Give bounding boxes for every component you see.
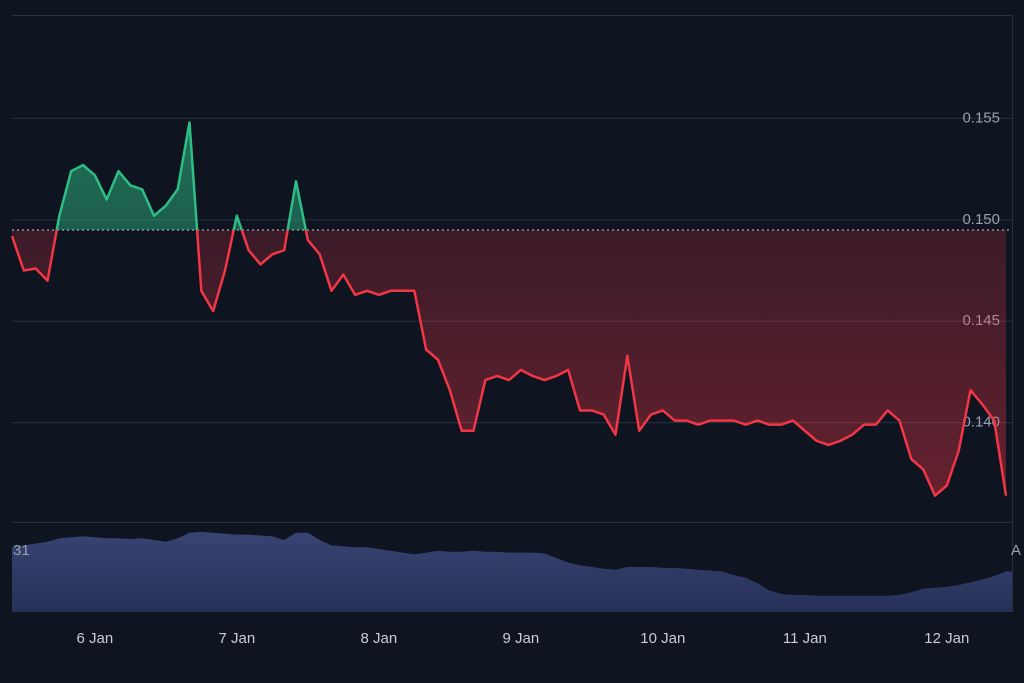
volume-label: A xyxy=(1011,542,1021,559)
y-tick-label: 0.155 xyxy=(962,109,1000,126)
volume-label: 31 xyxy=(13,542,30,559)
x-tick-label: 7 Jan xyxy=(218,630,255,647)
x-tick-label: 12 Jan xyxy=(924,630,969,647)
area-down xyxy=(12,229,1006,496)
x-tick-label: 11 Jan xyxy=(783,630,827,647)
x-tick-label: 10 Jan xyxy=(640,630,685,647)
line-down xyxy=(10,229,1008,497)
volume-area xyxy=(12,531,1012,612)
x-tick-label: 6 Jan xyxy=(76,630,113,647)
x-tick-label: 9 Jan xyxy=(502,630,539,647)
x-tick-label: 8 Jan xyxy=(360,630,397,647)
area-up xyxy=(12,122,1006,230)
y-tick-label: 0.150 xyxy=(962,211,1000,228)
line-up xyxy=(55,121,308,230)
